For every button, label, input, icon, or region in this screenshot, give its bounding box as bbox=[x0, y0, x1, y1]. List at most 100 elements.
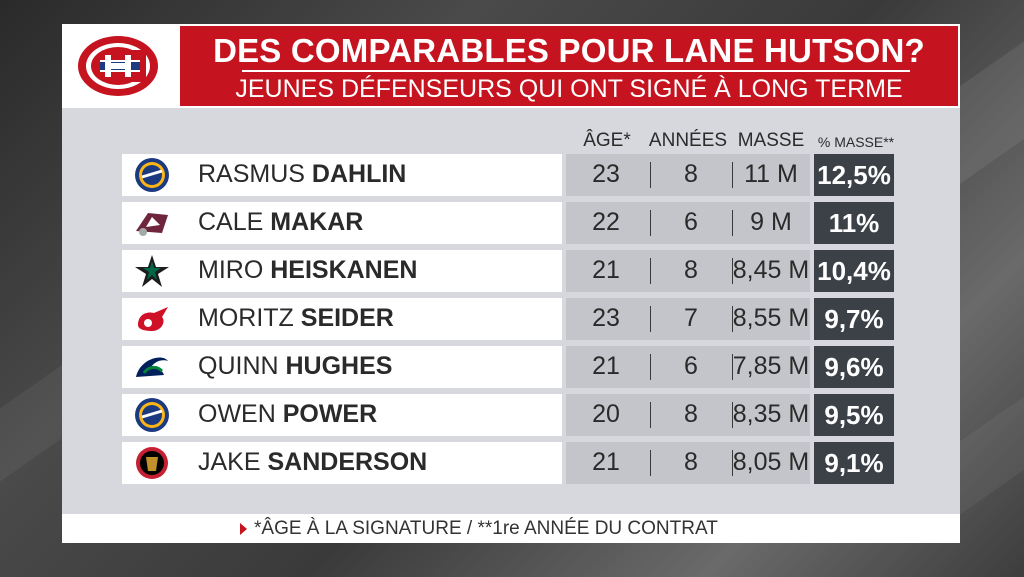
player-name: JAKE SANDERSON bbox=[198, 448, 427, 477]
montreal-canadiens-logo bbox=[72, 28, 164, 104]
player-cell: RASMUS DAHLIN bbox=[122, 154, 562, 196]
column-divider bbox=[732, 306, 733, 332]
buffalo-sabres-logo-icon bbox=[132, 397, 172, 433]
cap-pct-value: 9,1% bbox=[814, 442, 894, 484]
stats-cell: 21 8 8,05 M bbox=[566, 442, 810, 484]
detroit-red-wings-logo-icon bbox=[132, 301, 172, 337]
cap-pct-value: 9,5% bbox=[814, 394, 894, 436]
age-value: 20 bbox=[592, 400, 620, 428]
graphic-panel: DES COMPARABLES POUR LANE HUTSON? JEUNES… bbox=[62, 24, 960, 543]
player-first-name: CALE bbox=[198, 208, 271, 236]
cap-value: 11 M bbox=[744, 160, 798, 188]
cap-value: 8,35 M bbox=[732, 400, 810, 428]
age-value: 21 bbox=[592, 256, 620, 284]
column-divider bbox=[650, 258, 651, 284]
age-value: 21 bbox=[592, 448, 620, 476]
player-first-name: QUINN bbox=[198, 352, 286, 380]
footer-note: *ÂGE À LA SIGNATURE / **1re ANNÉE DU CON… bbox=[254, 518, 718, 539]
player-last-name: HEISKANEN bbox=[270, 256, 418, 284]
table-row: MIRO HEISKANEN 21 8 8,45 M 10,4% bbox=[122, 250, 894, 292]
player-name: QUINN HUGHES bbox=[198, 352, 392, 381]
title-divider bbox=[242, 70, 910, 72]
column-divider bbox=[650, 210, 651, 236]
cap-value: 8,45 M bbox=[732, 256, 810, 284]
stats-cell: 21 6 7,85 M bbox=[566, 346, 810, 388]
player-cell: OWEN POWER bbox=[122, 394, 562, 436]
page-title: DES COMPARABLES POUR LANE HUTSON? bbox=[213, 32, 925, 69]
column-header-cap: MASSE bbox=[737, 130, 805, 151]
years-value: 8 bbox=[684, 400, 698, 428]
cap-value: 7,85 M bbox=[732, 352, 810, 380]
column-divider bbox=[650, 306, 651, 332]
column-divider bbox=[650, 450, 651, 476]
player-name: CALE MAKAR bbox=[198, 208, 363, 237]
column-header-years: ANNÉES bbox=[648, 130, 728, 151]
stats-cell: 22 6 9 M bbox=[566, 202, 810, 244]
years-value: 8 bbox=[684, 256, 698, 284]
player-cell: CALE MAKAR bbox=[122, 202, 562, 244]
cap-pct-value: 9,7% bbox=[814, 298, 894, 340]
column-divider bbox=[732, 354, 733, 380]
cap-pct-value: 10,4% bbox=[814, 250, 894, 292]
stats-cell: 20 8 8,35 M bbox=[566, 394, 810, 436]
cap-pct-value: 12,5% bbox=[814, 154, 894, 196]
stats-cell: 23 7 8,55 M bbox=[566, 298, 810, 340]
column-divider bbox=[650, 402, 651, 428]
page-subtitle: JEUNES DÉFENSEURS QUI ONT SIGNÉ À LONG T… bbox=[235, 75, 903, 103]
column-divider bbox=[732, 162, 733, 188]
title-bar: DES COMPARABLES POUR LANE HUTSON? JEUNES… bbox=[168, 26, 958, 106]
player-cell: MIRO HEISKANEN bbox=[122, 250, 562, 292]
player-last-name: SANDERSON bbox=[267, 448, 428, 476]
header: DES COMPARABLES POUR LANE HUTSON? JEUNES… bbox=[62, 24, 960, 108]
player-first-name: OWEN bbox=[198, 400, 283, 428]
table-row: MORITZ SEIDER 23 7 8,55 M 9,7% bbox=[122, 298, 894, 340]
player-last-name: DAHLIN bbox=[311, 160, 407, 188]
years-value: 8 bbox=[684, 160, 698, 188]
player-name: MORITZ SEIDER bbox=[198, 304, 394, 333]
player-last-name: MAKAR bbox=[270, 208, 364, 236]
cap-value: 9 M bbox=[750, 208, 792, 236]
player-last-name: HUGHES bbox=[285, 352, 393, 380]
column-divider bbox=[732, 402, 733, 428]
table-row: RASMUS DAHLIN 23 8 11 M 12,5% bbox=[122, 154, 894, 196]
player-first-name: JAKE bbox=[198, 448, 268, 476]
age-value: 22 bbox=[592, 208, 620, 236]
player-first-name: RASMUS bbox=[198, 160, 312, 188]
player-cell: JAKE SANDERSON bbox=[122, 442, 562, 484]
age-value: 23 bbox=[592, 160, 620, 188]
player-first-name: MORITZ bbox=[198, 304, 301, 332]
ottawa-senators-logo-icon bbox=[132, 445, 172, 481]
player-cell: QUINN HUGHES bbox=[122, 346, 562, 388]
column-divider bbox=[732, 210, 733, 236]
column-divider bbox=[650, 354, 651, 380]
age-value: 21 bbox=[592, 352, 620, 380]
stats-cell: 23 8 11 M bbox=[566, 154, 810, 196]
player-last-name: POWER bbox=[282, 400, 378, 428]
vancouver-canucks-logo-icon bbox=[132, 349, 172, 385]
years-value: 8 bbox=[684, 448, 698, 476]
colorado-avalanche-logo-icon bbox=[132, 205, 172, 241]
player-name: OWEN POWER bbox=[198, 400, 377, 429]
dallas-stars-logo-icon bbox=[132, 253, 172, 289]
column-header-age: ÂGE* bbox=[583, 130, 631, 151]
column-divider bbox=[732, 258, 733, 284]
stats-cell: 21 8 8,45 M bbox=[566, 250, 810, 292]
table-row: CALE MAKAR 22 6 9 M 11% bbox=[122, 202, 894, 244]
player-last-name: SEIDER bbox=[300, 304, 394, 332]
arrow-icon bbox=[240, 523, 247, 535]
years-value: 6 bbox=[684, 208, 698, 236]
years-value: 6 bbox=[684, 352, 698, 380]
cap-value: 8,05 M bbox=[732, 448, 810, 476]
buffalo-sabres-logo-icon bbox=[132, 157, 172, 193]
column-divider bbox=[732, 450, 733, 476]
table-row: JAKE SANDERSON 21 8 8,05 M 9,1% bbox=[122, 442, 894, 484]
cap-pct-value: 11% bbox=[814, 202, 894, 244]
age-value: 23 bbox=[592, 304, 620, 332]
years-value: 7 bbox=[684, 304, 698, 332]
column-divider bbox=[650, 162, 651, 188]
player-name: RASMUS DAHLIN bbox=[198, 160, 406, 189]
cap-pct-value: 9,6% bbox=[814, 346, 894, 388]
table-row: OWEN POWER 20 8 8,35 M 9,5% bbox=[122, 394, 894, 436]
cap-value: 8,55 M bbox=[732, 304, 810, 332]
player-cell: MORITZ SEIDER bbox=[122, 298, 562, 340]
